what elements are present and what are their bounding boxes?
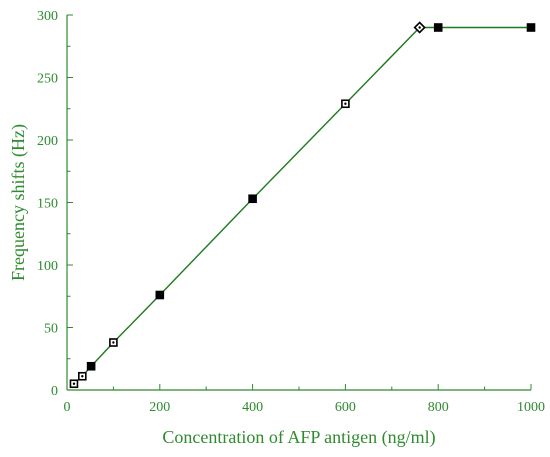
point-marker — [526, 23, 536, 32]
y-tick-label: 200 — [37, 134, 58, 149]
x-tick-label: 800 — [428, 400, 449, 415]
y-tick-label: 250 — [37, 72, 58, 87]
point-marker — [248, 194, 257, 204]
data-point — [155, 290, 165, 300]
data-point — [526, 23, 536, 32]
data-point — [341, 99, 350, 109]
x-tick-label: 200 — [149, 400, 170, 415]
x-tick-label: 0 — [64, 400, 71, 415]
y-tick-label: 100 — [37, 259, 58, 274]
point-marker-dot — [418, 26, 421, 29]
point-marker — [433, 23, 443, 32]
data-point — [69, 379, 79, 389]
data-point — [433, 23, 443, 32]
y-tick-label: 0 — [51, 384, 58, 399]
point-marker-dot — [81, 375, 84, 378]
series — [69, 21, 536, 389]
y-tick-label: 300 — [37, 9, 58, 24]
point-marker — [86, 361, 96, 371]
y-tick-label: 50 — [44, 322, 58, 337]
series-line — [73, 26, 531, 385]
axes — [66, 15, 531, 391]
data-point — [248, 194, 257, 204]
ticks: 0 200 400 600 800 1000 0 50 100 150 200 250 300 — [37, 9, 545, 415]
point-marker — [155, 290, 165, 300]
x-tick-label: 600 — [335, 400, 356, 415]
y-tick-label: 150 — [37, 197, 58, 212]
data-point — [109, 338, 118, 347]
x-axis-label: Concentration of AFP antigen (ng/ml) — [162, 427, 435, 448]
data-point — [78, 371, 87, 381]
data-point — [86, 361, 96, 371]
point-marker-dot — [72, 382, 76, 385]
point-marker-dot — [112, 341, 115, 344]
point-marker-dot — [344, 102, 347, 105]
y-axis-label: Frequency shifts (Hz) — [8, 124, 29, 281]
data-point — [413, 21, 426, 34]
x-tick-label: 1000 — [517, 400, 545, 415]
x-tick-label: 400 — [242, 400, 263, 415]
